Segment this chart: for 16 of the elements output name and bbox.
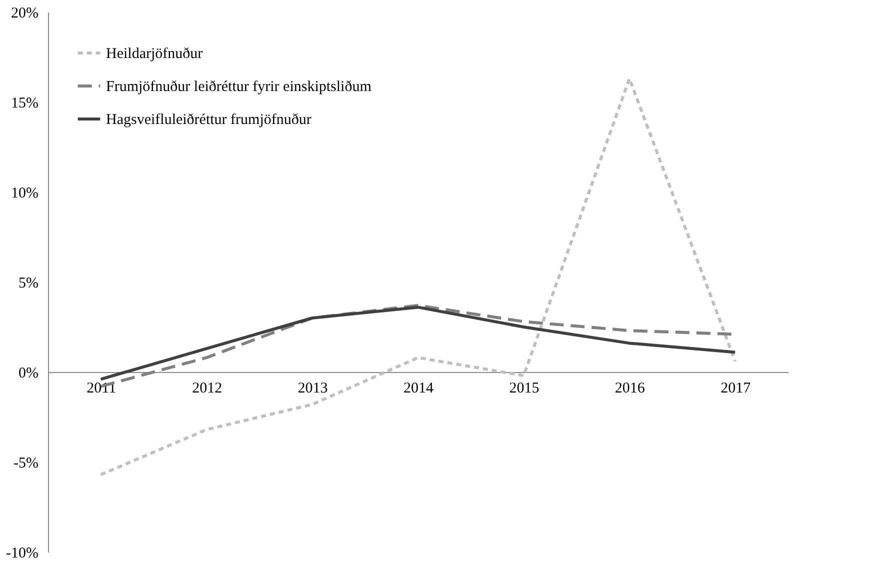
x-tick-label: 2014 (404, 380, 434, 396)
x-tick-label: 2017 (720, 380, 752, 396)
y-tick-label: 10% (11, 186, 38, 202)
x-tick-label: 2015 (509, 380, 540, 396)
y-tick-label: -5% (14, 456, 38, 472)
x-tick-label: 2013 (298, 380, 328, 396)
legend-label: Frumjöfnuður leiðréttur fyrir einskiptsliðum (106, 79, 372, 95)
legend-label: Heildarjöfnuður (106, 46, 203, 62)
y-tick-label: 20% (11, 6, 38, 22)
y-tick-label: 0% (18, 366, 38, 382)
x-tick-label: 2012 (192, 380, 222, 396)
x-tick-label: 2016 (614, 380, 646, 396)
legend-label: Hagsveifluleiðréttur frumjöfnuður (106, 112, 312, 128)
y-tick-label: 5% (18, 276, 38, 292)
y-tick-label: 15% (11, 96, 38, 112)
y-tick-label: -10% (6, 546, 38, 562)
